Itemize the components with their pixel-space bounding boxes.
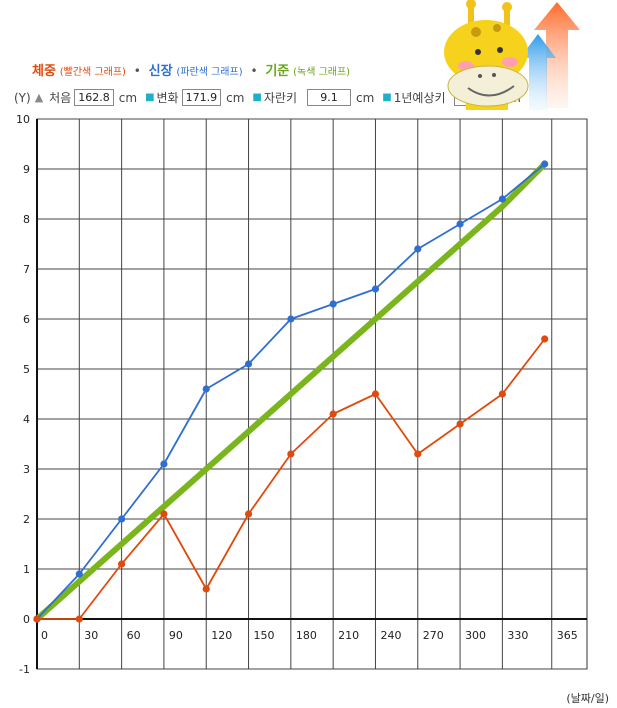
- legend-weight-sub: (빨간색 그래프): [59, 67, 126, 78]
- y-tick-label: 3: [23, 463, 30, 476]
- legend-base-sub: (녹색 그래프): [293, 67, 351, 78]
- legend-separator: •: [133, 64, 141, 78]
- y-axis-ticks: -1 0 1 2 3 4 5 6 7 8 9 10: [16, 113, 30, 676]
- legend-weight-label: 체중: [32, 64, 56, 79]
- x-axis-unit-label: (날짜/일): [566, 692, 609, 705]
- x-tick-label: 150: [254, 629, 275, 642]
- data-point-weight: [287, 450, 295, 458]
- data-point-height: [329, 300, 337, 308]
- forecast-height-label: 1년예상키: [393, 91, 446, 105]
- x-tick-label: 180: [296, 629, 317, 642]
- legend-separator: •: [250, 64, 258, 78]
- data-point-weight: [456, 420, 464, 428]
- data-point-weight: [498, 390, 506, 398]
- data-point-height: [160, 460, 168, 468]
- y-tick-label: 1: [23, 563, 30, 576]
- x-tick-label: 300: [465, 629, 486, 642]
- data-point-height: [75, 570, 83, 578]
- change-height-value: 171.9: [181, 89, 222, 106]
- data-point-height: [287, 315, 295, 323]
- y-tick-label: -1: [19, 663, 30, 676]
- x-tick-label: 120: [211, 629, 232, 642]
- legend-base-label: 기준: [265, 64, 290, 79]
- chart-axes: [36, 119, 587, 669]
- data-point-weight: [329, 410, 337, 418]
- y-tick-label: 0: [23, 613, 30, 626]
- x-tick-label: 240: [380, 629, 401, 642]
- unit-label: cm: [355, 90, 375, 105]
- data-point-height: [541, 160, 549, 168]
- data-point-height: [118, 515, 126, 523]
- series-line-base: [35, 161, 547, 622]
- up-arrow-icon: ▲: [34, 91, 44, 104]
- x-tick-label: 270: [423, 629, 444, 642]
- first-height-value: 162.8: [74, 89, 114, 106]
- bullet-icon: ■: [252, 92, 262, 103]
- data-point-weight: [244, 510, 253, 518]
- data-point-height: [202, 385, 210, 393]
- legend-height-sub: (파란색 그래프): [176, 67, 243, 78]
- data-point-weight: [541, 335, 549, 343]
- y-tick-label: 5: [23, 363, 30, 376]
- height-info-row: (Y) ▲ 처음 162.8 cm ■ 변화 171.9 cm ■ 자란키 9.…: [14, 89, 523, 106]
- y-tick-label: 6: [23, 313, 30, 326]
- x-tick-label: 30: [84, 629, 98, 642]
- grown-height-value: 9.1: [306, 89, 351, 106]
- bullet-icon: ■: [382, 92, 392, 103]
- data-point-weight: [33, 615, 41, 623]
- legend-height-label: 신장: [148, 64, 173, 79]
- y-tick-label: 2: [23, 513, 30, 526]
- y-tick-label: 8: [23, 213, 30, 226]
- data-point-weight: [414, 450, 422, 458]
- x-tick-label: 90: [169, 629, 183, 642]
- data-point-height: [414, 245, 422, 253]
- unit-label: cm: [226, 90, 245, 105]
- x-tick-label: 210: [338, 629, 359, 642]
- x-axis-ticks: 0 30 60 90 120 150 180 210 240 270 300 330 365: [41, 629, 578, 642]
- bullet-icon: ■: [145, 92, 155, 103]
- data-point-weight: [75, 615, 83, 623]
- data-point-height: [456, 220, 464, 228]
- x-tick-label: 330: [507, 629, 528, 642]
- unit-label: cm: [118, 90, 138, 105]
- data-point-height: [498, 195, 506, 203]
- first-height-label: 처음: [49, 91, 72, 105]
- chart-series: [33, 160, 549, 623]
- data-point-height: [244, 360, 253, 368]
- y-tick-label: 10: [16, 113, 30, 126]
- y-axis-label: (Y): [14, 90, 31, 105]
- x-tick-label: 60: [127, 629, 141, 642]
- data-point-weight: [118, 560, 126, 568]
- data-point-height: [371, 285, 380, 293]
- x-tick-label: 365: [557, 629, 578, 642]
- y-tick-label: 9: [23, 163, 30, 176]
- y-tick-label: 4: [23, 413, 30, 426]
- y-tick-label: 7: [23, 263, 30, 276]
- data-point-weight: [202, 585, 210, 593]
- grown-height-label: 자란키: [263, 91, 297, 105]
- data-point-weight: [160, 510, 168, 518]
- legend: 체중 (빨간색 그래프) • 신장 (파란색 그래프) • 기준 (녹색 그래프…: [32, 60, 350, 79]
- change-height-label: 변화: [156, 91, 179, 105]
- data-point-weight: [371, 390, 380, 398]
- x-tick-label: 0: [41, 629, 48, 642]
